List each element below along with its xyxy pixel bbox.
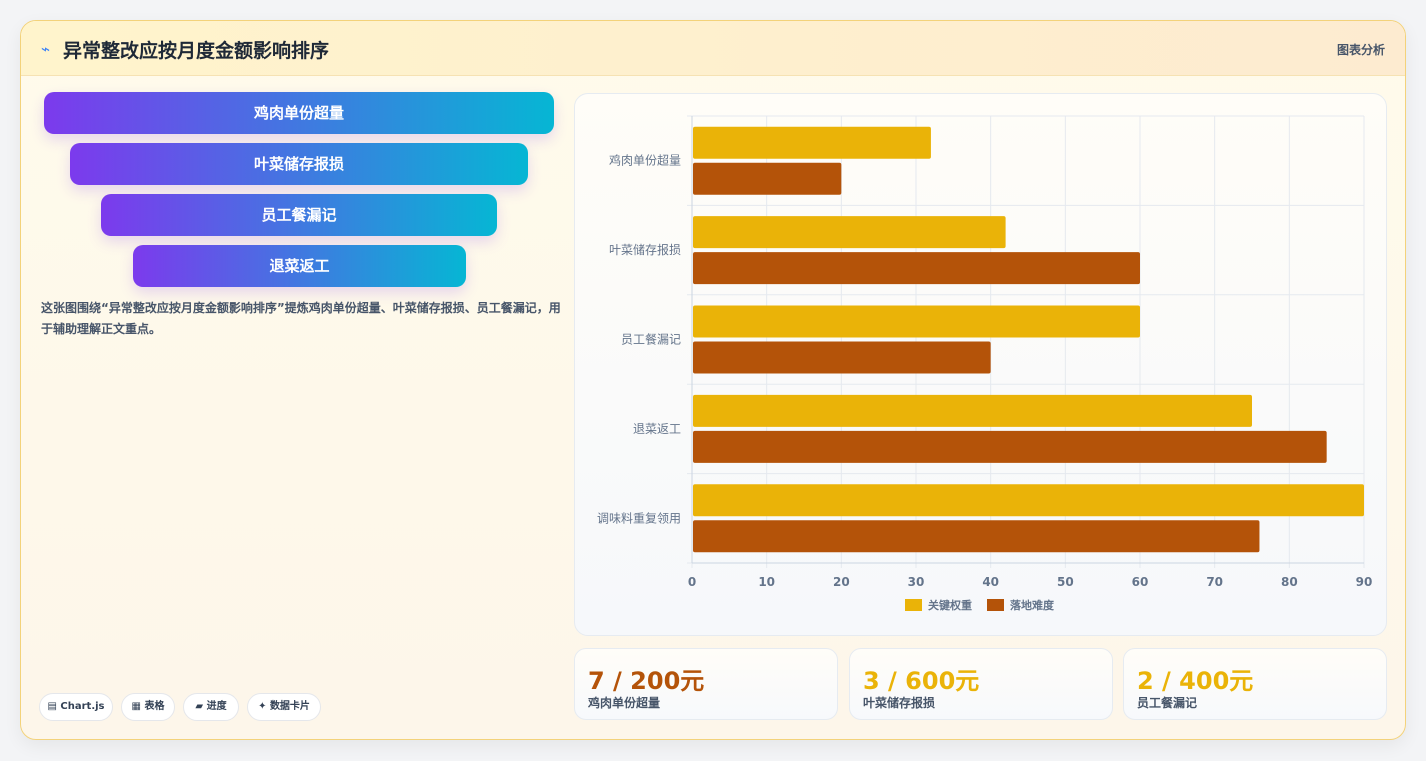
- chart-description: 这张图围绕“异常整改应按月度金额影响排序”提炼鸡肉单份超量、叶菜储存报损、员工餐…: [41, 301, 561, 336]
- bar: [693, 520, 1260, 553]
- x-tick-label: 70: [1206, 575, 1223, 589]
- stat-value: 2 / 400元: [1137, 667, 1254, 695]
- stat-card-2: 3 / 600元 叶菜储存报损: [849, 648, 1113, 720]
- bar: [693, 305, 1140, 338]
- x-tick-label: 20: [833, 575, 850, 589]
- card-header: ⌁ 异常整改应按月度金额影响排序 图表分析: [21, 21, 1405, 76]
- chip-chartjs[interactable]: ▤ Chart.js: [39, 693, 113, 721]
- bar-chart-panel: 0 10 20 30 40 50 60 70 80 90 鸡肉单份超量 叶菜储存报损员工餐漏记退菜返工…: [574, 93, 1387, 636]
- sparkle-icon: ✦: [258, 701, 267, 712]
- legend-swatch: [987, 599, 1004, 611]
- bar-chart: 0 10 20 30 40 50 60 70 80 90 鸡肉单份超量叶菜储存报损员工餐漏记退菜返工…: [597, 115, 1373, 612]
- x-tick-label: 30: [908, 575, 925, 589]
- legend-swatch: [905, 599, 922, 611]
- y-tick-label: 鸡肉单份超量: [609, 153, 681, 168]
- chip-table[interactable]: ▦ 表格: [121, 693, 175, 721]
- card-title: 异常整改应按月度金额影响排序: [63, 40, 330, 62]
- x-tick-label: 90: [1356, 575, 1373, 589]
- stat-label: 鸡肉单份超量: [588, 696, 661, 710]
- x-tick-label: 60: [1132, 575, 1149, 589]
- stat-value: 7 / 200元: [588, 667, 705, 695]
- analysis-card: ⌁ 异常整改应按月度金额影响排序 图表分析 鸡肉单份超量 叶菜储存报损 员工餐漏…: [20, 20, 1406, 740]
- chip-data-card[interactable]: ✦ 数据卡片: [247, 693, 321, 721]
- x-tick-label: 50: [1057, 575, 1074, 589]
- chart-analysis-badge: 图表分析: [1336, 43, 1385, 57]
- stat-label: 员工餐漏记: [1137, 696, 1198, 710]
- y-tick-label: 调味料重复领用: [597, 511, 681, 525]
- bar: [693, 126, 931, 159]
- bar: [693, 341, 991, 374]
- progress-icon: ▰: [195, 701, 204, 712]
- bar: [693, 394, 1252, 427]
- x-tick-label: 0: [688, 575, 696, 589]
- stat-card-1: 7 / 200元 鸡肉单份超量: [574, 648, 838, 720]
- bar: [693, 484, 1364, 517]
- stat-card-3: 2 / 400元 员工餐漏记: [1123, 648, 1387, 720]
- legend-label: 落地难度: [1010, 598, 1055, 612]
- stat-label: 叶菜储存报损: [863, 696, 936, 710]
- trend-icon: ⌁: [41, 40, 51, 58]
- x-tick-label: 40: [982, 575, 999, 589]
- chart-icon: ▤: [47, 701, 57, 712]
- funnel-item-1: 鸡肉单份超量: [44, 92, 554, 134]
- bar: [693, 430, 1327, 463]
- y-tick-label: 退菜返工: [633, 422, 681, 436]
- y-tick-label: 员工餐漏记: [621, 332, 681, 347]
- table-icon: ▦: [131, 701, 141, 712]
- bar: [693, 162, 842, 195]
- bar: [693, 252, 1140, 285]
- funnel-item-3: 员工餐漏记: [101, 194, 497, 236]
- x-tick-label: 80: [1281, 575, 1298, 589]
- y-tick-label: 叶菜储存报损: [609, 242, 681, 257]
- legend-label: 关键权重: [928, 598, 972, 612]
- x-tick-label: 10: [758, 575, 775, 589]
- chip-progress[interactable]: ▰ 进度: [183, 693, 239, 721]
- bar: [693, 216, 1006, 249]
- stat-value: 3 / 600元: [863, 667, 980, 695]
- funnel-item-2: 叶菜储存报损: [70, 143, 528, 185]
- funnel-item-4: 退菜返工: [133, 245, 466, 287]
